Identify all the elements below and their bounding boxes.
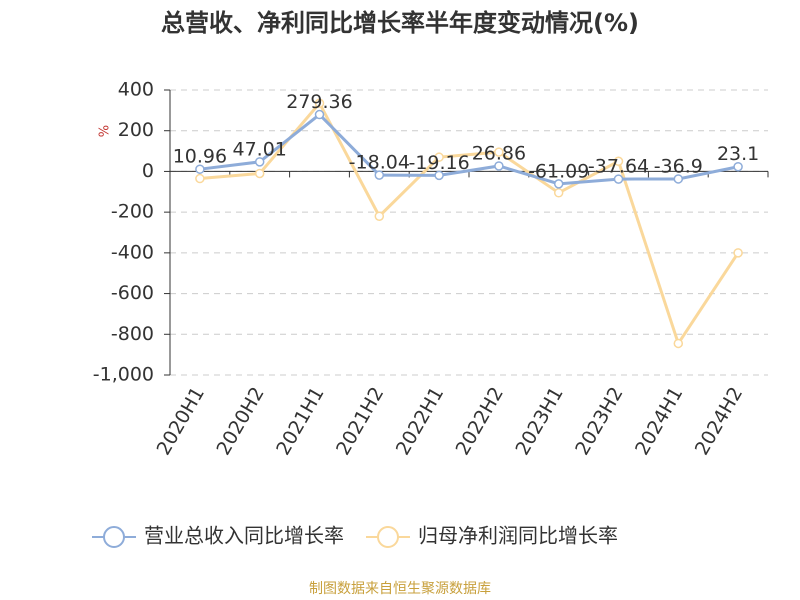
x-tick-label: 2022H1	[392, 383, 448, 459]
x-tick-label: 2024H2	[691, 383, 747, 459]
data-point	[314, 109, 325, 120]
data-point	[673, 338, 684, 349]
data-point	[254, 157, 265, 167]
data-point	[733, 161, 743, 172]
data-point	[494, 161, 504, 171]
x-tick-label: 2023H1	[511, 383, 567, 459]
data-point	[195, 173, 205, 184]
data-point	[434, 170, 444, 181]
data-label: -61.09	[528, 160, 589, 182]
y-tick-label: -200	[111, 201, 154, 223]
data-point	[374, 211, 385, 221]
x-tick-label: 2021H2	[332, 383, 388, 459]
data-point	[613, 174, 624, 184]
data-label: -19.16	[408, 152, 469, 174]
data-point	[494, 147, 504, 157]
x-tick-label: 2022H2	[452, 383, 508, 459]
source-note: 制图数据来自恒生聚源数据库	[309, 581, 491, 597]
y-tick-label: -400	[111, 241, 154, 263]
data-label: 47.01	[232, 138, 286, 160]
y-tick-label: 0	[142, 160, 154, 182]
data-point	[553, 188, 564, 198]
data-point	[733, 248, 743, 258]
data-point	[374, 170, 385, 180]
data-point	[613, 156, 624, 166]
data-point	[314, 98, 325, 108]
data-label: 26.86	[472, 142, 526, 164]
legend-label: 营业总收入同比增长率	[144, 524, 344, 548]
x-tick-label: 2024H1	[631, 383, 687, 459]
y-tick-label: -600	[111, 282, 154, 304]
data-point	[434, 152, 444, 162]
chart-title: 总营收、净利同比增长率半年度变动情况(%)	[161, 9, 639, 37]
y-tick-label: -1,000	[93, 364, 154, 386]
data-point	[254, 168, 265, 179]
legend-label: 归母净利润同比增长率	[418, 524, 618, 548]
data-label: -36.9	[654, 155, 703, 177]
series-line	[199, 112, 739, 186]
data-point	[673, 174, 684, 184]
y-tick-label: 400	[118, 79, 154, 101]
y-tick-label: -800	[111, 323, 154, 345]
x-tick-label: 2020H1	[153, 383, 209, 459]
y-tick-label: 200	[118, 119, 154, 141]
data-point	[195, 164, 205, 174]
data-label: -18.04	[349, 152, 410, 174]
x-tick-label: 2021H1	[272, 383, 328, 459]
data-label: 279.36	[286, 91, 352, 113]
y-axis-label: %	[98, 125, 113, 137]
data-point	[553, 179, 564, 189]
data-label: 23.1	[717, 143, 759, 165]
x-tick-label: 2023H2	[571, 383, 627, 459]
x-tick-label: 2020H2	[212, 383, 268, 459]
data-label: -37.64	[588, 156, 649, 178]
legend-marker	[377, 526, 399, 548]
legend-marker	[103, 526, 125, 548]
data-label: 10.96	[173, 146, 227, 168]
